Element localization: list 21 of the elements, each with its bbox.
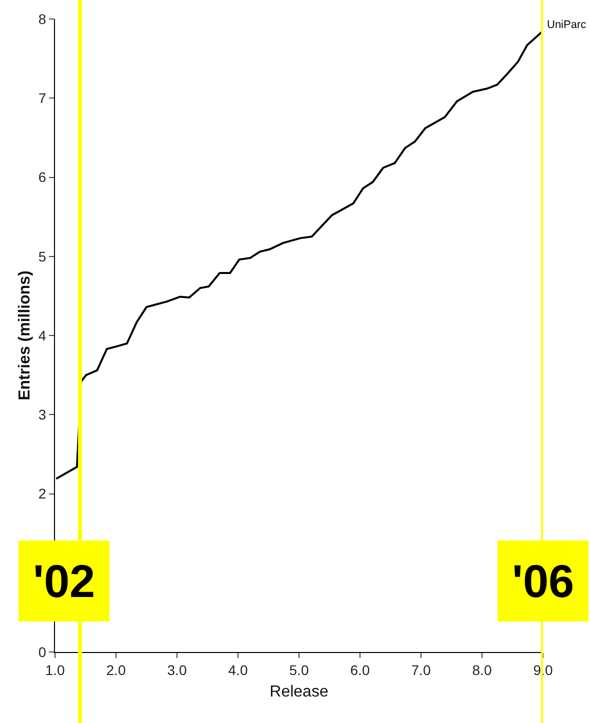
series-label: UniParc: [547, 19, 587, 31]
y-tick-label: 3: [38, 406, 46, 423]
y-tick-label: 7: [38, 90, 46, 106]
y-tick-label: 4: [38, 327, 46, 344]
x-tick-label: 5.0: [289, 662, 309, 678]
y-tick-label: 8: [38, 10, 46, 27]
x-tick-label: 8.0: [472, 662, 492, 678]
x-tick-label: 1.0: [45, 662, 65, 678]
x-tick-label: 7.0: [411, 662, 431, 678]
x-tick-label: 2.0: [106, 662, 126, 678]
y-tick-label: 6: [38, 169, 46, 186]
y-axis-title: Entries (millions): [16, 270, 34, 400]
annotation: '06: [512, 555, 574, 607]
x-tick-label: 6.0: [350, 662, 370, 678]
x-axis-title: Release: [270, 684, 328, 700]
x-tick-label: 3.0: [167, 662, 187, 678]
x-tick-label: 4.0: [228, 662, 248, 678]
y-tick-label: 0: [38, 644, 46, 660]
annotation: '02: [33, 555, 96, 607]
y-tick-label: 5: [38, 248, 46, 264]
y-tick-label: 2: [38, 486, 46, 502]
